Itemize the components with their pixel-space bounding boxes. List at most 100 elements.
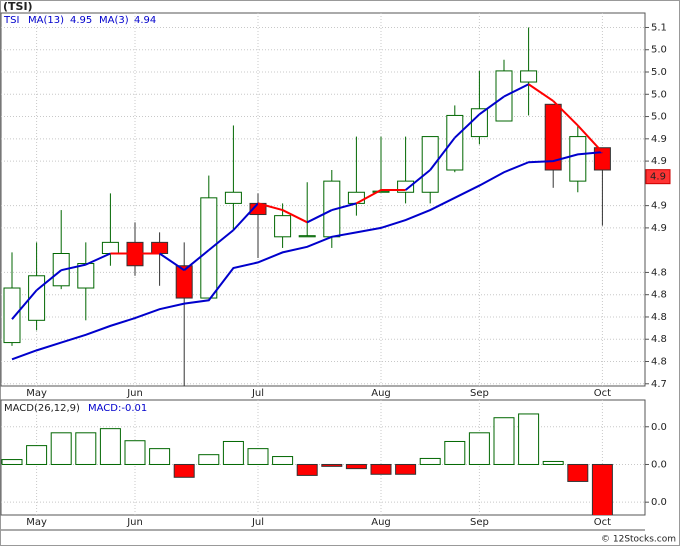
y-tick-label: 4.8 <box>651 290 667 301</box>
macd-bar <box>493 417 515 465</box>
x-tick-label: Sep <box>470 388 489 399</box>
x-tick-label: Oct <box>594 388 611 399</box>
macd-bar <box>370 463 392 475</box>
y-tick-label: 4.7 <box>651 379 667 390</box>
candle-body <box>274 215 292 238</box>
y-tick-label: 5.0 <box>651 67 667 78</box>
y-tick-label: 4.8 <box>651 357 667 368</box>
ma-segment <box>478 95 505 116</box>
ma-segment <box>257 202 283 212</box>
y-tick-label: 4.8 <box>651 334 667 345</box>
candle-body <box>175 265 193 299</box>
macd-bar <box>198 454 220 465</box>
ma-segment <box>552 100 579 127</box>
macd-bar <box>345 463 367 470</box>
x-tick-label: May <box>26 388 47 399</box>
ma-segment <box>85 252 111 266</box>
y-tick-label: 4.9 <box>651 201 667 212</box>
candle-body <box>397 180 415 193</box>
legend-name: MA(13) <box>28 15 64 26</box>
candle-body <box>520 70 538 83</box>
y-tick-label: 4.9 <box>651 134 667 145</box>
candle-body <box>569 136 587 182</box>
ma-segment <box>355 189 382 205</box>
footer: © 12Stocks.com <box>601 535 676 545</box>
macd-bar <box>75 432 97 465</box>
chart-title: (TSI) <box>3 0 33 13</box>
y-tick-label: 5.0 <box>651 89 667 100</box>
y-tick-label: 4.9 <box>651 156 667 167</box>
ma-segment <box>183 249 210 271</box>
legend-value: 4.94 <box>134 15 156 26</box>
ma-segment <box>11 289 38 320</box>
ma-segment <box>577 124 604 153</box>
macd-bar <box>26 445 48 465</box>
candle-body <box>101 241 119 255</box>
x-tick-label: Jul <box>251 517 264 528</box>
macd-bar <box>124 440 146 465</box>
macd-bar <box>468 432 490 465</box>
x-tick-label: Sep <box>470 517 489 528</box>
ma-segment <box>331 202 357 212</box>
ma-segment <box>208 229 235 251</box>
macd-title: MACD(26,12,9) <box>4 403 80 414</box>
ma-segment <box>429 137 456 171</box>
ma-segment <box>60 263 87 272</box>
y-tick-label: 0.0 <box>651 459 667 470</box>
ma-segment <box>454 113 481 139</box>
ma-segment <box>404 169 431 191</box>
ma-segment <box>503 83 530 98</box>
ma-segment <box>35 269 62 292</box>
ma-segment <box>282 209 308 224</box>
price-tag <box>645 169 671 185</box>
candle-body <box>470 108 488 138</box>
legend-symbol: TSI <box>3 15 19 26</box>
y-tick-label: 4.8 <box>651 312 667 323</box>
macd-bar <box>50 432 72 465</box>
macd-bar <box>222 440 244 465</box>
x-tick-label: Jul <box>251 388 264 399</box>
macd-bar <box>173 463 195 478</box>
y-tick-label: 4.8 <box>651 267 667 278</box>
macd-bar <box>272 456 294 465</box>
y-tick-label: 5.0 <box>651 112 667 123</box>
ma-line <box>11 151 603 361</box>
macd-bar <box>247 448 269 465</box>
ma-segment <box>159 252 185 272</box>
y-tick-label: 5.0 <box>651 45 667 56</box>
legend-name: MA(3) <box>99 15 129 26</box>
ma-segment <box>528 83 554 102</box>
macd-legend: MACD:-0.01 <box>88 403 147 414</box>
macd-bar <box>99 428 121 465</box>
candle-body <box>544 103 562 171</box>
y-tick-label: 4.9 <box>651 223 667 234</box>
macd-bar <box>395 463 417 475</box>
macd-panel <box>0 399 646 516</box>
x-tick-label: Aug <box>371 517 391 528</box>
macd-bar <box>321 463 343 467</box>
x-tick-label: Aug <box>371 388 391 399</box>
candle-body <box>224 191 242 204</box>
y-tick-label: 5.1 <box>651 22 667 33</box>
price-panel <box>0 12 646 387</box>
legend-value: 4.95 <box>70 15 92 26</box>
macd-bar <box>296 463 318 476</box>
x-tick-label: Oct <box>594 517 611 528</box>
macd-bar <box>518 413 540 465</box>
macd-bar <box>591 463 613 515</box>
macd-bar <box>419 457 441 465</box>
candle-body <box>421 136 439 193</box>
x-tick-label: May <box>26 517 47 528</box>
y-tick-label: 0.0 <box>651 497 667 508</box>
candle-body <box>151 241 169 255</box>
candle-body <box>446 114 464 171</box>
candle-body <box>3 287 21 344</box>
macd-bar <box>542 460 564 465</box>
macd-bar <box>1 459 23 465</box>
y-tick-label: 0.0 <box>651 422 667 433</box>
price-tag-label: 4.9 <box>650 172 666 183</box>
macd-bars <box>1 413 613 515</box>
ma-segment <box>306 209 333 224</box>
candle-body <box>298 235 316 238</box>
